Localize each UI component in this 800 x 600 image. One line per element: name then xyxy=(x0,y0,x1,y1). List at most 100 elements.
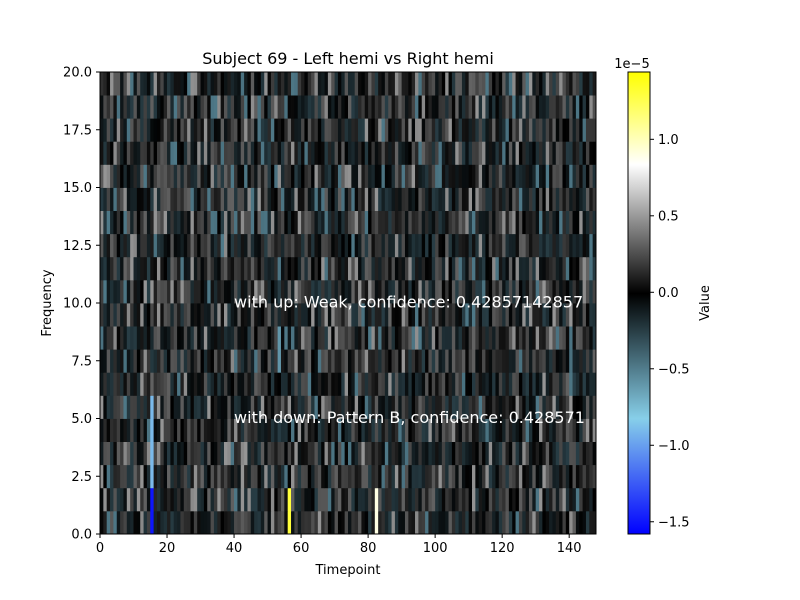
heatmap-cell xyxy=(472,95,476,119)
heatmap-cell xyxy=(559,464,563,489)
heatmap-cell xyxy=(351,418,356,442)
heatmap-cell xyxy=(381,95,386,119)
heatmap-cell xyxy=(472,187,476,211)
heatmap-cell xyxy=(539,372,543,396)
heatmap-cell xyxy=(441,256,446,281)
heatmap-cell xyxy=(280,372,285,396)
heatmap-cell xyxy=(130,303,134,327)
heatmap-cell xyxy=(344,279,349,304)
heatmap-cell xyxy=(284,187,289,211)
heatmap-cell xyxy=(197,118,201,142)
heatmap-cell xyxy=(264,349,268,373)
heatmap-cell xyxy=(244,141,248,165)
heatmap-cell xyxy=(549,372,553,396)
heatmap-cell xyxy=(224,487,228,512)
heatmap-cell xyxy=(337,210,342,235)
heatmap-cell xyxy=(280,72,285,96)
heatmap-cell xyxy=(217,141,222,165)
heatmap-cell xyxy=(468,72,473,96)
heatmap-cell xyxy=(565,395,570,419)
heatmap-cell xyxy=(197,164,201,188)
heatmap-cell xyxy=(297,395,302,419)
heatmap-cell xyxy=(230,395,235,419)
heatmap-cell xyxy=(532,349,537,373)
heatmap-cell xyxy=(274,441,279,466)
heatmap-cell xyxy=(575,395,580,419)
heatmap-cell xyxy=(582,303,587,327)
heatmap-cell xyxy=(448,164,453,188)
heatmap-cell xyxy=(177,187,181,211)
heatmap-cell xyxy=(559,441,563,466)
heatmap-cell xyxy=(549,418,553,442)
heatmap-cell xyxy=(260,395,265,419)
heatmap-cell xyxy=(354,279,359,304)
heatmap-cell xyxy=(274,487,279,512)
heatmap-cell xyxy=(301,372,305,396)
heatmap-cell xyxy=(485,72,490,96)
heatmap-cell xyxy=(384,187,389,211)
heatmap-cell xyxy=(321,141,325,165)
heatmap-cell xyxy=(485,233,490,258)
heatmap-cell xyxy=(254,418,258,442)
heatmap-cell xyxy=(197,395,201,419)
heatmap-cell xyxy=(502,95,506,119)
heatmap-cell xyxy=(140,372,144,396)
heatmap-cell xyxy=(100,164,104,188)
heatmap-cell xyxy=(572,487,577,512)
heatmap-cell xyxy=(458,256,463,281)
heatmap-cell xyxy=(398,418,403,442)
heatmap-cell xyxy=(542,395,547,419)
heatmap-cell xyxy=(582,326,587,350)
heatmap-cell xyxy=(240,141,245,165)
heatmap-cell xyxy=(498,72,503,96)
heatmap-cell xyxy=(210,95,215,119)
heatmap-cell xyxy=(311,72,315,96)
heatmap-cell xyxy=(307,487,312,512)
heatmap-cell xyxy=(240,372,245,396)
heatmap-cell xyxy=(210,210,215,235)
heatmap-cell xyxy=(324,72,329,96)
heatmap-cell xyxy=(294,118,299,142)
heatmap-cell xyxy=(508,187,513,211)
heatmap-cell xyxy=(582,256,587,281)
heatmap-cell xyxy=(203,326,208,350)
y-tick-label: 15.0 xyxy=(63,181,92,196)
heatmap-cell xyxy=(559,303,563,327)
heatmap-cell xyxy=(277,372,282,396)
heatmap-cell xyxy=(505,95,510,119)
heatmap-cell xyxy=(528,187,533,211)
heatmap-cell xyxy=(311,118,315,142)
heatmap-cell xyxy=(475,187,480,211)
heatmap-cell xyxy=(498,256,503,281)
heatmap-cell xyxy=(287,372,292,396)
heatmap-cell xyxy=(183,418,188,442)
heatmap-cell xyxy=(167,326,171,350)
heatmap-cell xyxy=(294,487,299,512)
heatmap-cell xyxy=(472,418,476,442)
heatmap-cell xyxy=(274,279,279,304)
heatmap-cell xyxy=(451,187,456,211)
heatmap-cell xyxy=(592,372,596,396)
heatmap-cell xyxy=(173,72,178,96)
heatmap-cell xyxy=(508,233,513,258)
heatmap-cell xyxy=(435,118,439,142)
heatmap-cell xyxy=(562,510,567,534)
heatmap-cell xyxy=(167,95,171,119)
heatmap-cell xyxy=(250,441,255,466)
heatmap-cell xyxy=(210,326,215,350)
heatmap-cell xyxy=(103,487,108,512)
heatmap-cell xyxy=(314,303,319,327)
heatmap-cell xyxy=(197,441,201,466)
heatmap-cell xyxy=(217,118,222,142)
heatmap-cell xyxy=(428,256,433,281)
heatmap-cell xyxy=(170,233,175,258)
heatmap-cell xyxy=(106,95,111,119)
heatmap-cell xyxy=(435,187,439,211)
heatmap-cell xyxy=(317,487,322,512)
heatmap-cell xyxy=(287,187,292,211)
heatmap-cell xyxy=(461,141,466,165)
heatmap-cell xyxy=(559,95,563,119)
heatmap-cell xyxy=(348,418,352,442)
heatmap-cell xyxy=(123,256,128,281)
heatmap-cell xyxy=(428,187,433,211)
